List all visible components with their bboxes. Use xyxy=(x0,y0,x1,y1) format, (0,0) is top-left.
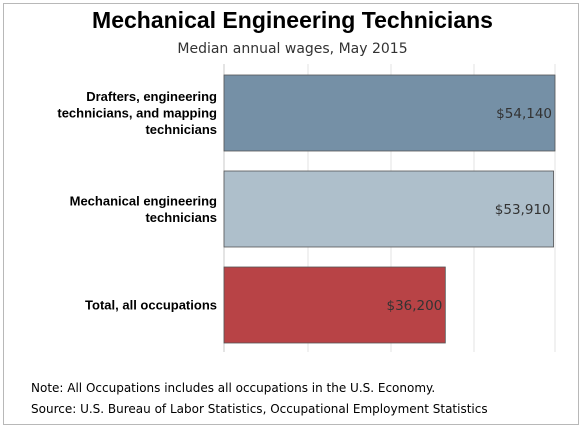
value-label-0: $54,140 xyxy=(496,106,552,122)
category-label-2-line-0: Total, all occupations xyxy=(85,298,217,313)
value-label-2: $36,200 xyxy=(386,298,442,314)
bar-2 xyxy=(223,266,446,344)
category-label-0-line-1: technicians, and mapping xyxy=(57,106,217,121)
category-label-1-line-0: Mechanical engineering xyxy=(70,193,217,208)
category-label-1-line-1: technicians xyxy=(145,210,217,225)
category-label-2: Total, all occupations xyxy=(85,298,217,313)
value-label-1: $53,910 xyxy=(495,202,551,218)
category-label-1: Mechanical engineering technicians xyxy=(70,193,217,225)
category-label-0-line-0: Drafters, engineering xyxy=(86,89,217,104)
chart-note: Note: All Occupations includes all occup… xyxy=(31,381,436,395)
bar-0 xyxy=(223,74,556,152)
chart-title: Mechanical Engineering Technicians xyxy=(92,7,493,33)
chart-subtitle: Median annual wages, May 2015 xyxy=(177,41,408,57)
category-label-0: Drafters, engineering technicians, and ma… xyxy=(57,89,217,137)
category-label-0-line-2: technicians xyxy=(145,122,217,137)
bar-1 xyxy=(223,170,554,248)
chart-source: Source: U.S. Bureau of Labor Statistics,… xyxy=(31,402,488,416)
